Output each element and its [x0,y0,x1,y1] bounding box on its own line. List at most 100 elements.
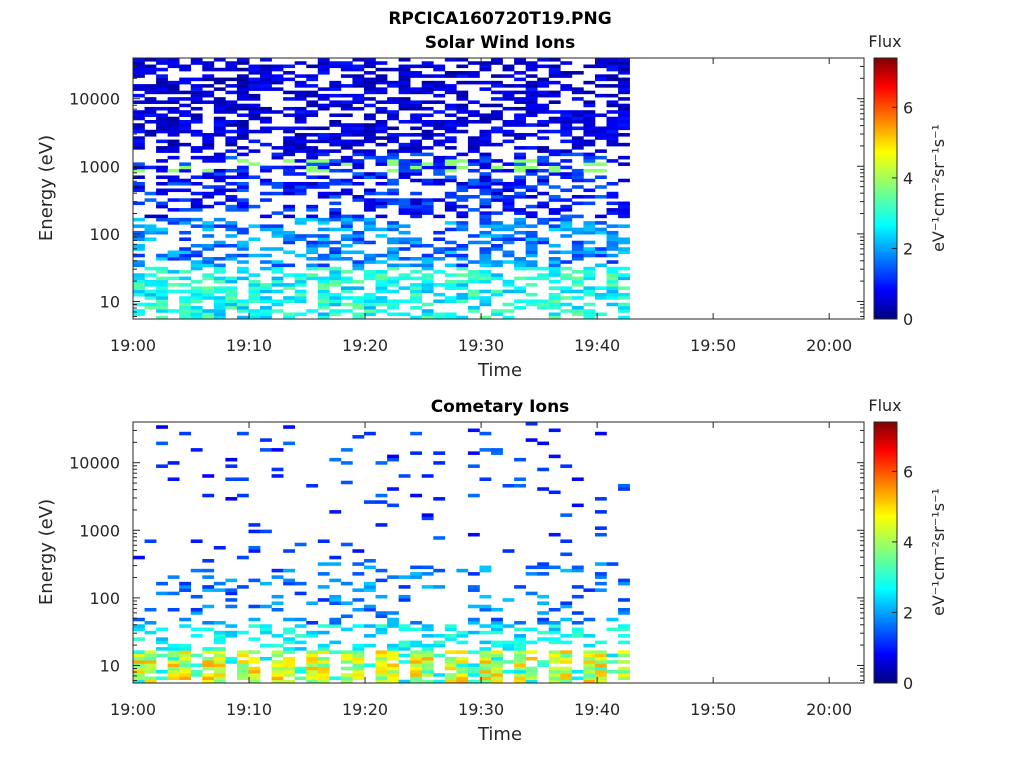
heatmap-cell [248,106,261,111]
heatmap-cell [456,253,469,258]
heatmap-cell [340,227,353,232]
heatmap-cell [236,305,249,310]
heatmap-cell [433,172,446,176]
heatmap-cell [491,621,503,625]
heatmap-cell [202,588,215,592]
heatmap-cell [213,263,226,268]
heatmap-cell [456,119,469,124]
heatmap-cell [618,292,630,297]
heatmap-cell [398,67,411,72]
heatmap-cell [340,448,353,452]
heatmap-cell [548,162,561,166]
heatmap-cell [594,113,607,118]
heatmap-cell [133,247,145,251]
heatmap-cell [571,152,584,157]
heatmap-cell [375,204,388,209]
heatmap-cell [260,253,272,258]
heatmap-cell [467,61,480,65]
heatmap-cell [491,679,503,684]
heatmap-cell [398,100,411,104]
heatmap-cell [329,133,342,137]
heatmap-cell [433,67,446,72]
heatmap-cell [352,152,365,157]
heatmap-cell [398,660,411,664]
heatmap-cell [144,129,157,134]
heatmap-cell [352,624,365,628]
x-tick-label: 19:20 [342,336,388,355]
heatmap-cell [248,97,261,101]
heatmap-cell [190,663,203,667]
heatmap-cell [583,155,596,160]
heatmap-cell [225,292,238,297]
heatmap-cell [560,273,573,277]
heatmap-cell [467,289,480,294]
heatmap-cell [375,653,388,658]
heatmap-cell [179,188,192,193]
heatmap-cell [144,87,157,91]
heatmap-cell [340,461,353,465]
heatmap-cell [456,243,469,248]
heatmap-cell [294,640,307,645]
heatmap-cell [213,168,226,173]
heatmap-cell [571,247,584,251]
heatmap-cell [202,64,215,69]
heatmap-cell [156,286,168,290]
heatmap-cell [618,64,630,69]
heatmap-cell [236,90,249,95]
y-tick-label: 10 [100,292,120,311]
heatmap-cell [583,660,596,664]
heatmap-cell [410,126,423,131]
heatmap-cell [213,80,226,85]
colorbar-tick-label: 0 [903,310,913,329]
heatmap-cell [514,299,526,303]
heatmap-cell [571,195,584,199]
heatmap-cell [618,666,630,671]
heatmap-cell [156,126,168,131]
heatmap-cell [433,126,446,131]
heatmap-cell [363,643,376,648]
heatmap-cell [156,139,168,144]
heatmap-cell [594,572,607,576]
heatmap-cell [606,116,619,121]
heatmap-cell [421,80,434,85]
heatmap-cell [444,273,457,277]
heatmap-cell [491,178,503,183]
heatmap-cell [514,159,526,163]
heatmap-cell [594,532,607,537]
heatmap-cell [144,283,157,287]
y-tick-label: 10 [100,656,120,675]
heatmap-cell [236,165,249,170]
heatmap-cell [456,283,469,287]
heatmap-cell [387,289,399,294]
heatmap-cell [225,208,238,212]
heatmap-cell [179,230,192,235]
heatmap-cell [387,100,399,104]
heatmap-cell [571,178,584,183]
heatmap-cell [375,80,388,85]
heatmap-cell [444,162,457,166]
heatmap-cell [491,198,503,202]
heatmap-cell [294,542,307,547]
heatmap-cell [375,61,388,65]
heatmap-cell [190,250,203,255]
heatmap-cell [618,624,630,628]
heatmap-cell [514,116,526,121]
heatmap-cell [421,286,434,290]
heatmap-cell [479,198,492,202]
heatmap-cell [560,539,573,544]
heatmap-cell [329,87,342,91]
heatmap-cell [202,260,215,264]
heatmap-cell [340,270,353,274]
heatmap-cell [225,588,238,592]
heatmap-cell [329,292,342,297]
panel1-xlabel: Time [477,360,522,381]
heatmap-cell [271,64,284,69]
heatmap-cell [167,175,180,180]
heatmap-cell [502,227,515,232]
heatmap-cell [525,276,538,281]
heatmap-cell [352,80,365,85]
heatmap-cell [167,80,180,85]
heatmap-cell [167,155,180,160]
heatmap-cell [606,283,619,287]
heatmap-cell [156,100,168,104]
